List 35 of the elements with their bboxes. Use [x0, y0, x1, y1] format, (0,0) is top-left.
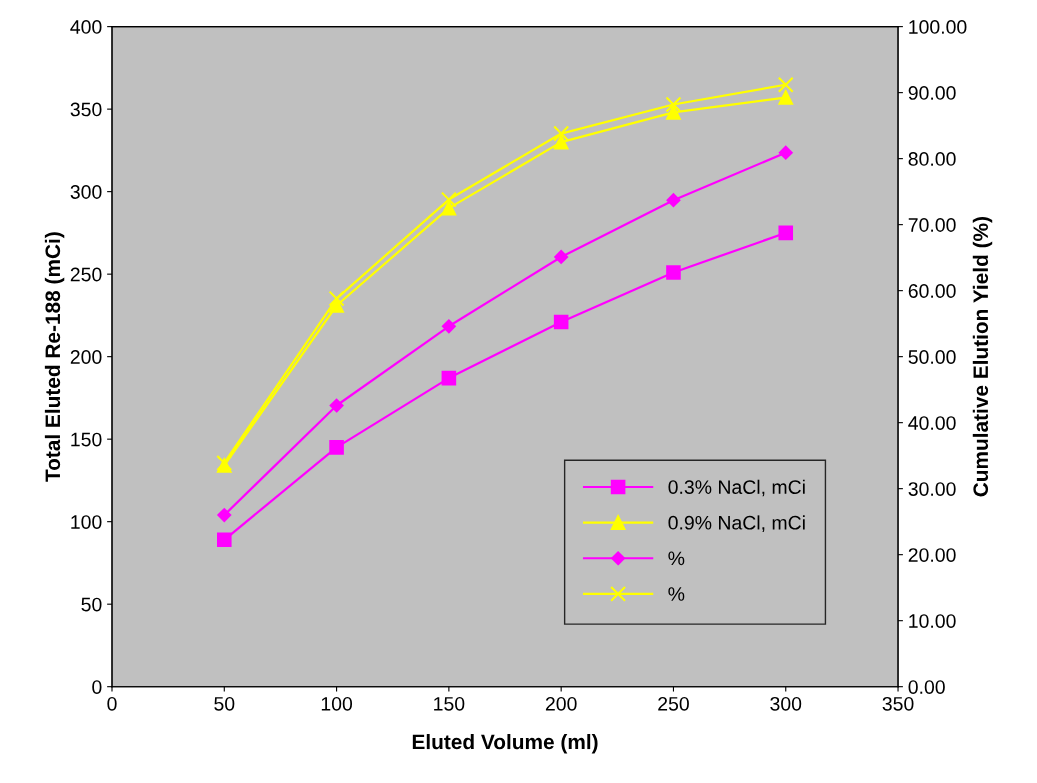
y2-tick-label: 0.00 — [908, 680, 945, 694]
legend-label: 0.3% NaCl, mCi — [668, 479, 805, 497]
x-tick-label: 200 — [545, 696, 577, 711]
y-tick-label: 50 — [81, 597, 102, 612]
y-tick-label: 400 — [70, 20, 102, 34]
y2-tick-label: 80.00 — [908, 152, 956, 166]
y-tick-label: 250 — [70, 267, 102, 282]
y2-tick-label: 30.00 — [908, 482, 956, 496]
x-tick-label: 250 — [658, 696, 689, 711]
x-tick-label: 300 — [770, 696, 802, 711]
x-tick-label: 100 — [321, 696, 353, 711]
x-tick-label: 150 — [434, 696, 465, 711]
y-tick-label: 200 — [70, 350, 102, 364]
y2-tick-label: 40.00 — [908, 416, 956, 430]
y2-tick-label: 10.00 — [909, 614, 956, 628]
x-axis-title: Eluted Volume (ml) — [412, 733, 598, 754]
y2-tick-label: 60.00 — [908, 284, 956, 298]
y-axis-title: Total Eluted Re-188 (mCi) — [44, 232, 65, 482]
y2-axis-title: Cumulative Elution Yield (%) — [972, 217, 993, 497]
legend-label: % — [668, 587, 685, 601]
y2-tick-label: 100.00 — [909, 20, 967, 34]
y2-tick-label: 20.00 — [908, 548, 956, 562]
legend-label: % — [668, 551, 685, 566]
legend-label: 0.9% NaCl, mCi — [668, 515, 805, 532]
y2-tick-label: 70.00 — [908, 218, 956, 232]
y-tick-label: 300 — [70, 185, 102, 199]
x-tick-label: 350 — [882, 696, 914, 711]
y-tick-label: 150 — [71, 432, 102, 447]
y2-tick-label: 90.00 — [908, 86, 956, 100]
x-tick-label: 0 — [107, 696, 117, 711]
y-tick-label: 350 — [70, 102, 102, 117]
y-tick-label: 0 — [92, 680, 102, 694]
y2-tick-label: 50.00 — [908, 350, 956, 364]
y-tick-label: 100 — [71, 515, 102, 529]
x-tick-label: 50 — [214, 696, 235, 711]
